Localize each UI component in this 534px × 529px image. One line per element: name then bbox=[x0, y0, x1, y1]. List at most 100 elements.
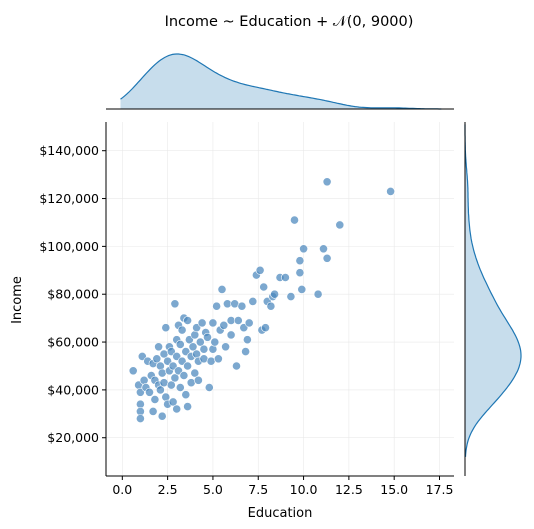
scatter-point bbox=[232, 361, 241, 371]
scatter-point bbox=[170, 373, 180, 383]
scatter-point bbox=[192, 323, 201, 333]
scatter-point bbox=[155, 385, 165, 395]
y-tick-label: $60,000 bbox=[47, 335, 99, 350]
scatter-point bbox=[242, 335, 252, 345]
x-tick-label: 5.0 bbox=[203, 482, 223, 497]
scatter-point bbox=[203, 332, 212, 342]
scatter-point bbox=[280, 273, 290, 282]
scatter-point bbox=[183, 316, 192, 325]
scatter-point bbox=[233, 316, 243, 325]
y-tick-label: $140,000 bbox=[39, 143, 99, 158]
scatter-point bbox=[206, 356, 216, 366]
scatter-point bbox=[322, 177, 332, 187]
scatter-point bbox=[197, 318, 207, 328]
scatter-point bbox=[335, 220, 345, 230]
scatter-point bbox=[163, 356, 172, 366]
scatter-point bbox=[261, 323, 270, 333]
scatter-point bbox=[145, 387, 154, 397]
scatter-point bbox=[166, 380, 176, 390]
scatter-point bbox=[270, 289, 279, 299]
scatter-point bbox=[286, 292, 296, 301]
scatter-point bbox=[183, 402, 192, 411]
y-tick-label: $120,000 bbox=[39, 191, 99, 206]
scatter-point bbox=[139, 375, 149, 385]
scatter-point bbox=[322, 253, 332, 263]
scatter-point bbox=[168, 397, 178, 407]
scatter-point bbox=[266, 301, 276, 311]
scatter-point bbox=[213, 354, 223, 364]
top-marginal-kde bbox=[106, 53, 454, 110]
scatter-point bbox=[150, 395, 160, 404]
scatter-point bbox=[135, 387, 145, 397]
scatter-point bbox=[237, 301, 247, 311]
scatter-point bbox=[259, 282, 269, 292]
scatter-point bbox=[195, 337, 205, 347]
x-tick-label: 10.0 bbox=[290, 482, 318, 497]
scatter-point bbox=[386, 186, 395, 196]
x-axis-ticks: 0.0 2.5 5.0 7.5 10.0 12.5 15.0 17.5 bbox=[112, 476, 453, 497]
scatter-point bbox=[181, 390, 191, 400]
chart-title: Income ~ Education + 𝒩(0, 9000) bbox=[165, 14, 414, 30]
scatter-point bbox=[199, 344, 209, 354]
scatter-point bbox=[159, 378, 169, 388]
scatter-point bbox=[222, 299, 232, 309]
scatter-point bbox=[148, 406, 158, 416]
x-density-line bbox=[120, 53, 442, 110]
scatter-point bbox=[226, 330, 236, 340]
scatter-point bbox=[295, 268, 305, 278]
scatter-point bbox=[313, 289, 323, 299]
scatter-points bbox=[128, 177, 395, 423]
scatter-point bbox=[154, 342, 163, 352]
x-tick-label: 15.0 bbox=[380, 482, 408, 497]
scatter-point bbox=[217, 284, 227, 294]
scatter-point bbox=[152, 354, 162, 364]
y-axis-ticks: $20,000 $40,000 $60,000 $80,000 $100,000 $120… bbox=[39, 143, 106, 445]
scatter-point bbox=[244, 318, 254, 328]
scatter-point bbox=[290, 215, 299, 225]
scatter-point bbox=[179, 371, 189, 380]
x-tick-label: 2.5 bbox=[158, 482, 178, 497]
y-tick-label: $40,000 bbox=[47, 382, 99, 397]
scatter-point bbox=[175, 339, 185, 349]
x-tick-label: 7.5 bbox=[248, 482, 268, 497]
scatter-point bbox=[177, 356, 187, 366]
y-tick-label: $80,000 bbox=[47, 287, 99, 302]
scatter-point bbox=[248, 296, 258, 306]
scatter-point bbox=[241, 347, 250, 356]
scatter-point bbox=[128, 366, 138, 376]
y-tick-label: $20,000 bbox=[47, 430, 99, 445]
scatter-point bbox=[204, 383, 214, 392]
scatter-point bbox=[255, 265, 265, 275]
scatter-point bbox=[170, 299, 180, 309]
scatter-point bbox=[221, 342, 230, 352]
right-marginal-kde bbox=[464, 122, 522, 476]
x-tick-label: 0.0 bbox=[112, 482, 132, 497]
grid bbox=[106, 122, 454, 476]
scatter-point bbox=[299, 244, 308, 254]
scatter-point bbox=[188, 342, 198, 352]
scatter-point bbox=[210, 337, 220, 347]
scatter-point bbox=[157, 411, 167, 421]
x-density-fill bbox=[120, 54, 442, 109]
x-tick-label: 12.5 bbox=[335, 482, 363, 497]
scatter-point bbox=[297, 284, 307, 294]
scatter-point bbox=[192, 349, 201, 359]
y-tick-label: $100,000 bbox=[39, 239, 99, 254]
x-axis-title: Education bbox=[248, 506, 313, 521]
y-axis-title: Income bbox=[10, 276, 25, 324]
scatter-point bbox=[135, 414, 145, 423]
scatter-point bbox=[175, 383, 185, 392]
scatter-point bbox=[190, 368, 200, 378]
scatter-point bbox=[177, 325, 187, 335]
scatter-point bbox=[295, 256, 305, 266]
scatter-point bbox=[172, 404, 182, 414]
y-density-line bbox=[464, 124, 522, 457]
y-density-fill bbox=[465, 124, 521, 457]
scatter-point bbox=[193, 375, 203, 385]
scatter-point bbox=[319, 244, 328, 254]
scatter-point bbox=[208, 318, 218, 328]
scatter-point bbox=[212, 301, 221, 311]
x-tick-label: 17.5 bbox=[426, 482, 454, 497]
scatter-point bbox=[219, 320, 229, 330]
